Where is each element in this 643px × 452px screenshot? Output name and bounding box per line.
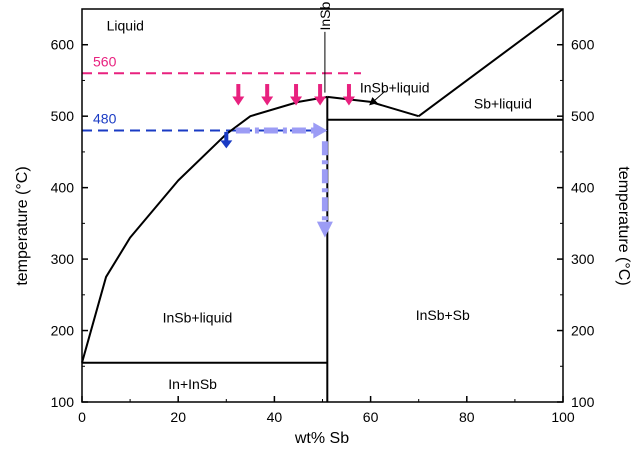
compound-label-insb: InSb [317,2,333,31]
y-left-tick-label-500: 500 [51,108,75,124]
blue-arrow-head [220,140,233,149]
pink-arrow-head-4 [314,96,327,106]
y-left-tick-label-100: 100 [51,394,75,410]
region-label-3: Sb+liquid [474,95,532,111]
y-right-tick-label-500: 500 [571,108,595,124]
region-label-5: InSb+Sb [416,307,470,323]
pink-arrow-head-1 [232,96,245,106]
y-right-tick-label-200: 200 [571,323,595,339]
phase-line-liquidus-left [81,95,328,363]
text-layer: 560 480 InSb Liquid InSb+liquid Sb+liquid InSb… [93,2,532,393]
isotherm-label-480: 480 [93,110,117,126]
y-right-tick-label-400: 400 [571,180,595,196]
isotherm-layer [82,72,361,132]
x-tick-label-20: 20 [170,409,186,425]
region-label-2: InSb+liquid [360,80,430,96]
y-axis-title-left: temperature (°C) [14,166,31,285]
x-tick-label-60: 60 [363,409,379,425]
pink-arrow-head-2 [261,96,274,106]
y-left-tick-label-600: 600 [51,37,75,53]
y-left-tick-label-300: 300 [51,251,75,267]
region-label-6: In+InSb [168,376,217,392]
y-left-tick-label-400: 400 [51,180,75,196]
y-right-tick-label-100: 100 [571,394,595,410]
phase-line-liquidus-right [418,8,564,117]
phase-line-liquidus-mid [327,95,419,118]
lavender-vertical-arrow-head [316,221,333,238]
x-axis-title: wt% Sb [294,430,349,447]
y-right-tick-label-600: 600 [571,37,595,53]
x-tick-label-0: 0 [78,409,86,425]
y-right-tick-label-300: 300 [571,251,595,267]
pink-arrow-head-5 [342,96,355,106]
region-label-4: InSb+liquid [163,310,233,326]
y-left-tick-label-200: 200 [51,323,75,339]
arrow-layer [220,31,386,238]
x-tick-label-100: 100 [551,409,575,425]
x-tick-label-40: 40 [267,409,283,425]
pink-arrow-head-3 [290,96,303,106]
region-callout-arrow [369,90,386,106]
y-axis-title-right: temperature (°C) [615,166,632,285]
isotherm-label-560: 560 [93,53,117,69]
region-label-1: Liquid [107,17,144,33]
x-tick-label-80: 80 [459,409,475,425]
lavender-horizontal-arrow-head [313,122,328,139]
